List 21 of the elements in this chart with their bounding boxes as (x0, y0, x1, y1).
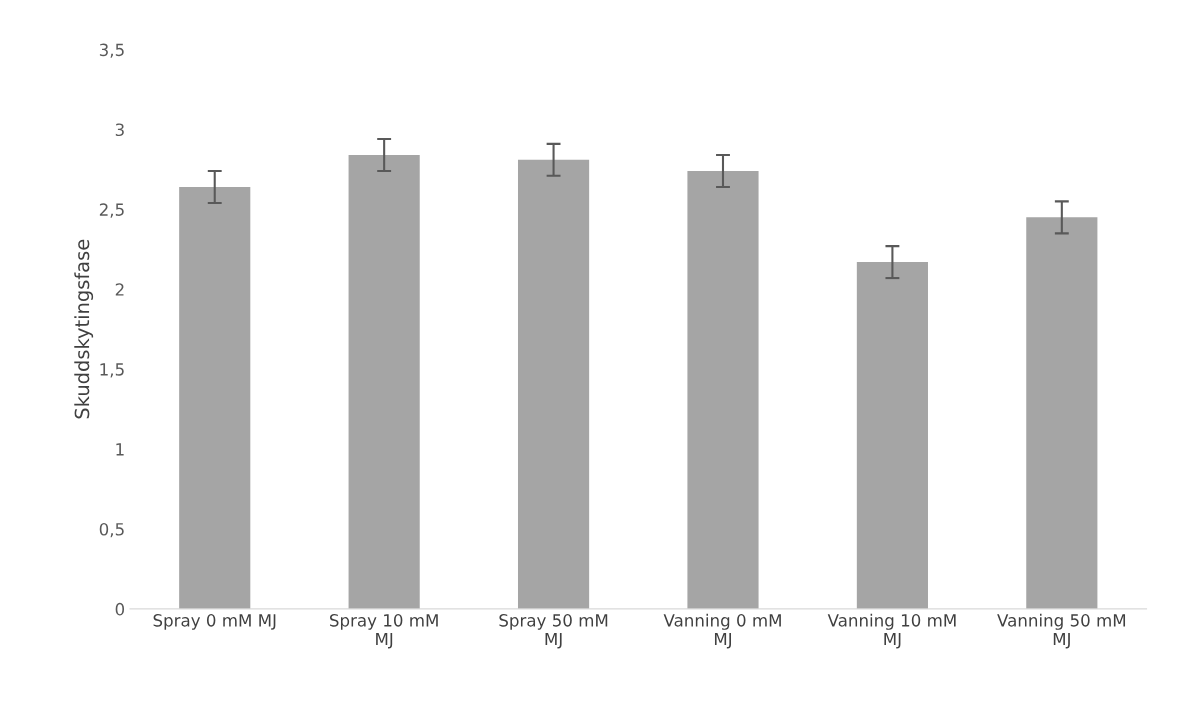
x-tick-label: Vanning 0 mM MJ (663, 613, 781, 649)
y-tick-label: 2,5 (99, 203, 124, 218)
y-tick-label: 3 (115, 123, 124, 137)
bar (856, 262, 928, 609)
y-tick-label: 1,5 (100, 363, 124, 378)
x-tick-label: Vanning 50 mM MJ (997, 613, 1126, 649)
bar (1026, 217, 1098, 609)
y-tick-label: 0,5 (99, 522, 124, 538)
y-tick-label: 0 (115, 602, 125, 616)
x-tick-label: Spray 0 mM MJ (153, 614, 276, 630)
bar (517, 159, 590, 609)
y-tick-label: 1 (116, 443, 124, 456)
bar (687, 171, 759, 609)
x-tick-label: Spray 10 mM MJ (330, 614, 438, 649)
bar (179, 186, 251, 609)
y-tick-label: 3,5 (99, 43, 124, 58)
y-tick-label: 2 (115, 283, 124, 296)
bar (348, 155, 420, 609)
y-axis-title: Skuddskytingsfase (74, 239, 94, 419)
x-tick-label: Spray 50 mM MJ (499, 614, 608, 649)
x-tick-label: Vanning 10 mM MJ (827, 613, 956, 649)
